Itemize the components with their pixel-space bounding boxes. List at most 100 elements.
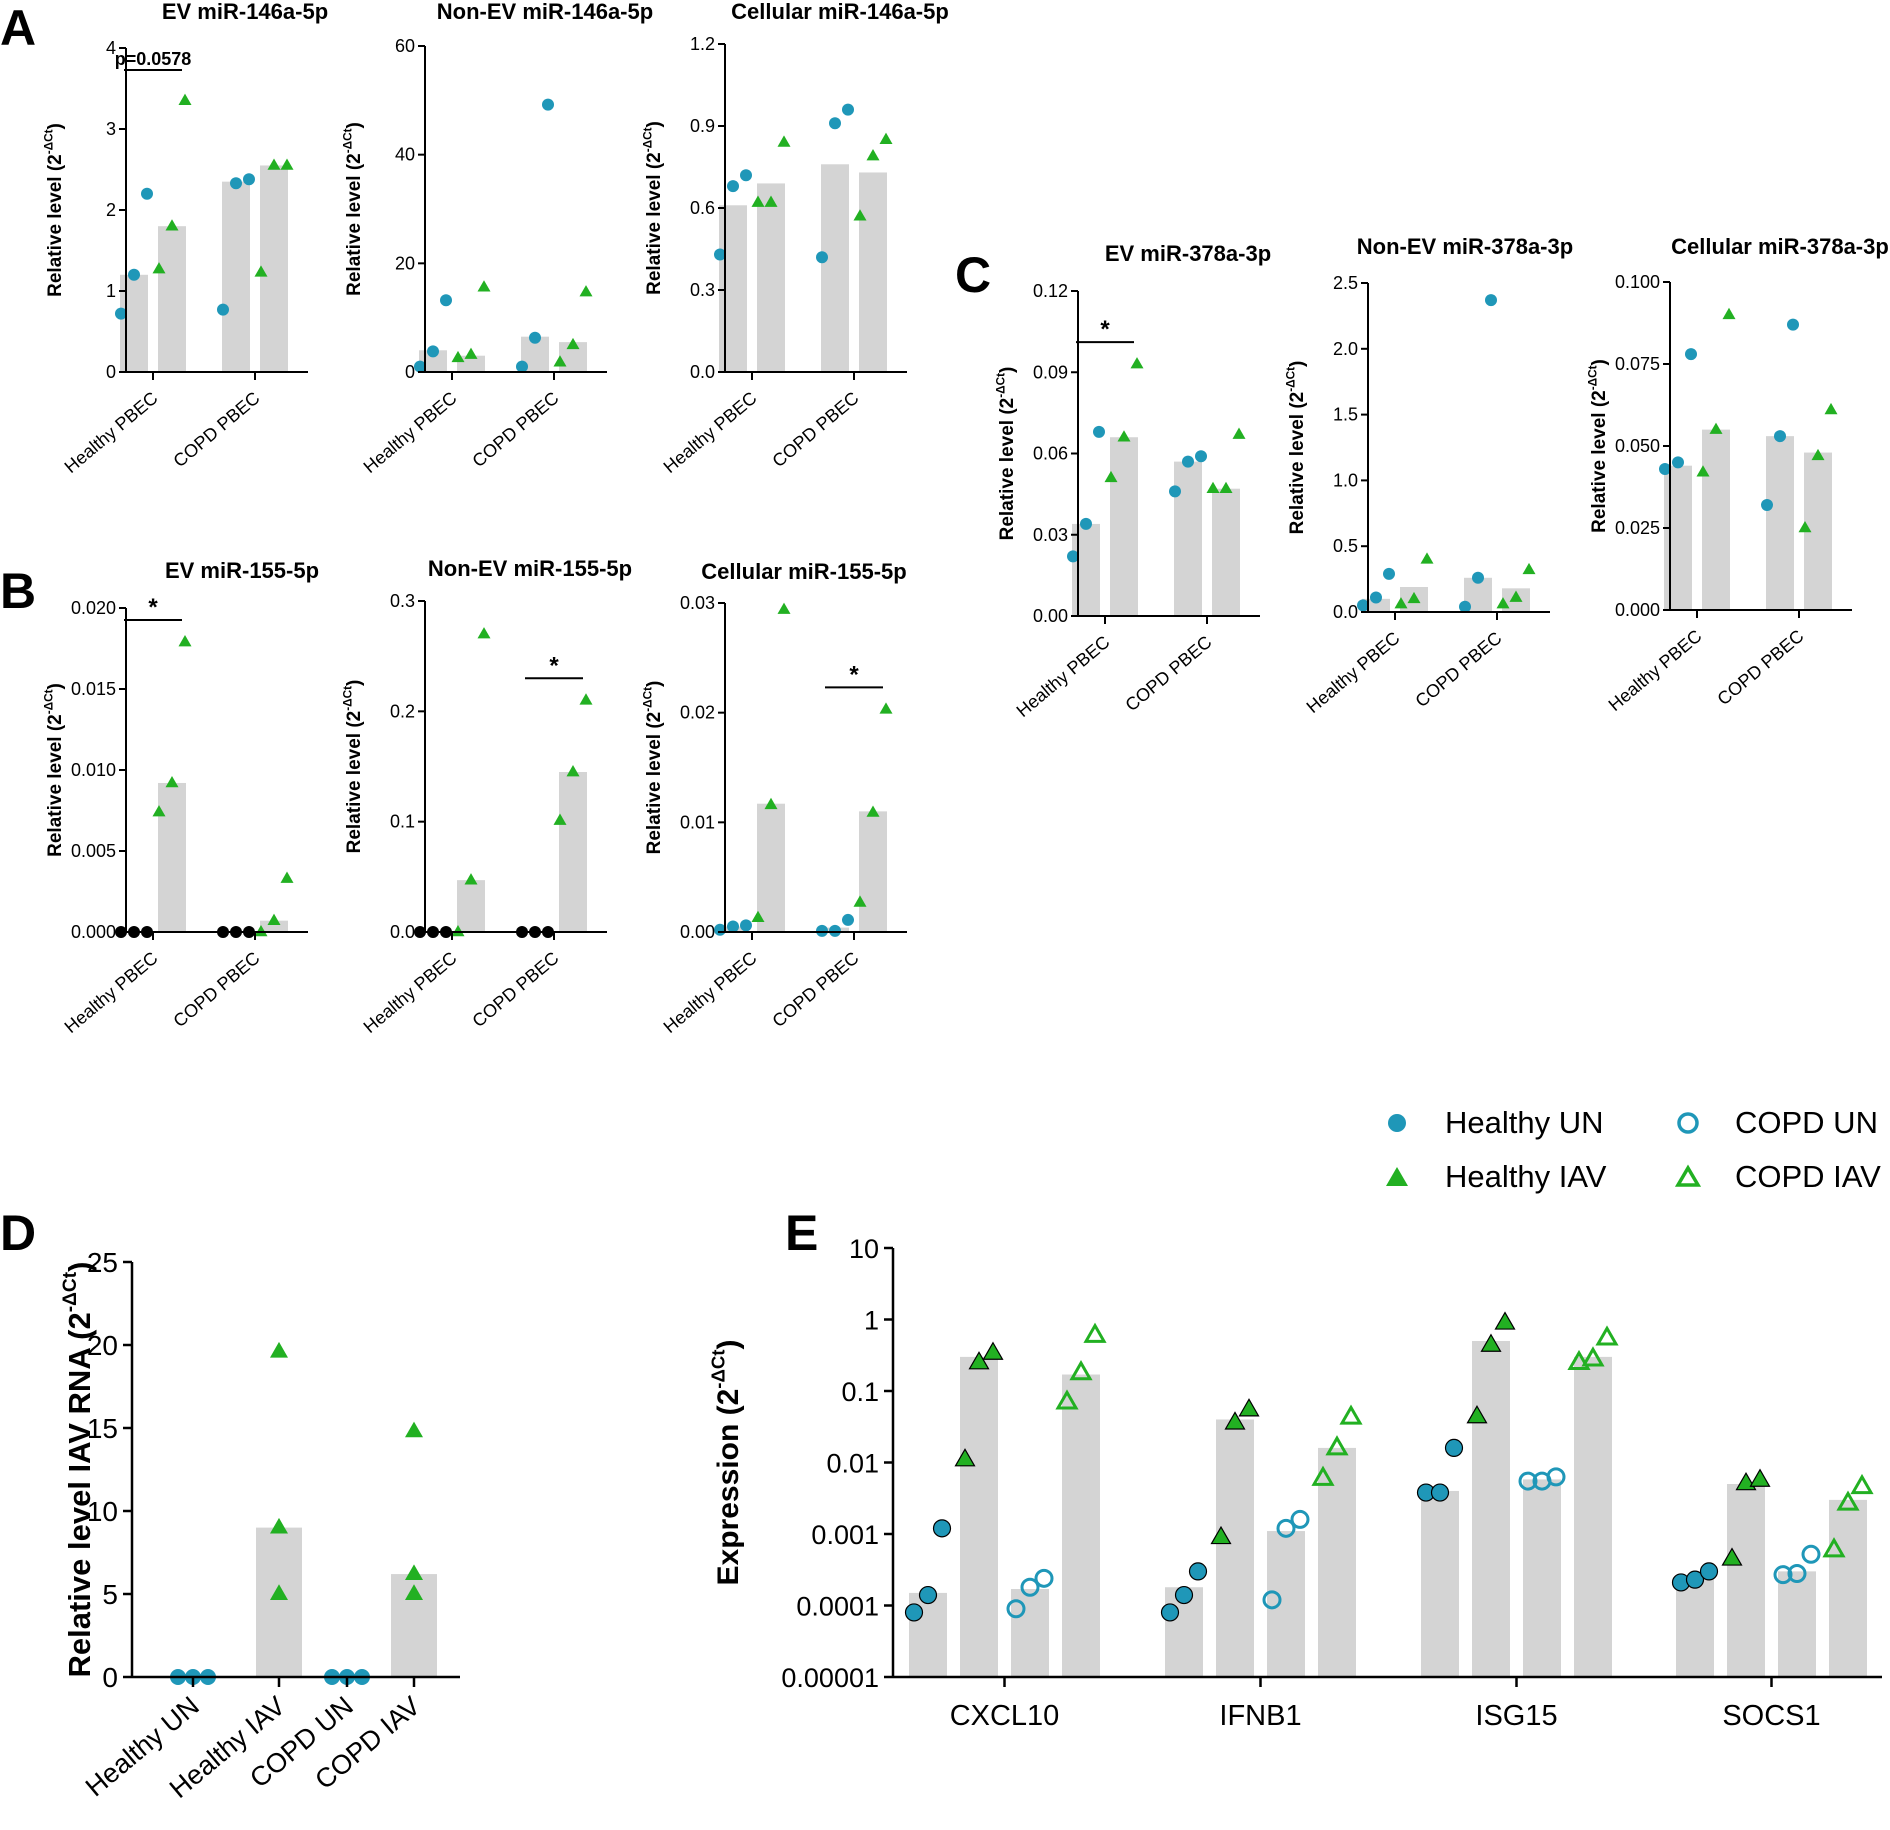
data-point-iav xyxy=(1104,470,1118,483)
data-point-un xyxy=(842,103,854,116)
bar-iav-healthy xyxy=(457,880,485,932)
bar-healthy-iav xyxy=(256,1527,302,1677)
data-point-iav xyxy=(152,805,166,817)
data-point-healthy-un xyxy=(1685,1570,1705,1589)
y-tick-label: 0.02 xyxy=(680,703,715,723)
data-point-un xyxy=(427,345,439,358)
bar-isg15-copd-un xyxy=(1523,1479,1561,1677)
data-point-copd-iav xyxy=(1083,1322,1107,1343)
y-tick-label: 1.5 xyxy=(1333,405,1358,425)
chart-title: Non-EV miR-378a-3p xyxy=(1357,234,1573,259)
panel-letter-d: D xyxy=(0,1205,36,1261)
y-axis-label: Relative level IAV RNA (2-ΔCt) xyxy=(60,1261,97,1677)
bar-isg15-healthy-iav xyxy=(1472,1341,1510,1677)
data-point-un xyxy=(1485,294,1497,307)
data-point-iav xyxy=(267,913,281,925)
data-point-iav xyxy=(566,765,580,777)
legend-marker-healthy-iav xyxy=(1386,1167,1408,1186)
y-axis-label-text: Relative level (2 xyxy=(45,714,66,857)
data-point-healthy-un xyxy=(1430,1483,1450,1502)
bar-socs1-copd-un xyxy=(1778,1571,1816,1677)
x-tick-label: COPD PBEC xyxy=(468,388,562,471)
data-point-un xyxy=(1169,485,1181,498)
y-tick-label: 1.0 xyxy=(1333,470,1358,490)
chart-title: Cellular miR-155-5p xyxy=(701,559,906,584)
y-axis-label-superscript: -ΔCt xyxy=(42,689,55,714)
legend-marker-copd-iav xyxy=(1674,1164,1702,1187)
data-point-un xyxy=(1080,517,1092,530)
data-point-iav xyxy=(764,195,778,207)
y-tick-label: 2.0 xyxy=(1333,339,1358,359)
data-point-copd-un xyxy=(1801,1544,1821,1564)
x-tick-label: Healthy PBEC xyxy=(61,948,162,1037)
y-axis-label-close: ) xyxy=(1589,359,1610,365)
data-point-un xyxy=(1659,462,1671,475)
data-point-iav xyxy=(1509,590,1523,602)
data-point-healthy-iav xyxy=(1494,1311,1516,1330)
data-point-un xyxy=(1672,456,1684,469)
y-axis-label-text: Relative level (2 xyxy=(344,711,365,854)
y-tick-label: 0.00001 xyxy=(781,1663,879,1693)
data-point-copd-un xyxy=(1290,1509,1310,1529)
x-tick-label: COPD PBEC xyxy=(169,948,263,1031)
data-point-copd-iav xyxy=(1069,1360,1093,1381)
y-axis-label: Relative level (2-ΔCt) xyxy=(641,681,665,855)
legend-label-healthy-un: Healthy UN xyxy=(1445,1105,1604,1140)
y-tick-label: 0.12 xyxy=(1033,281,1068,301)
data-point-iav xyxy=(464,873,478,885)
y-tick-label: 0.000 xyxy=(1615,600,1660,620)
data-point-un xyxy=(1459,600,1471,613)
data-point-copd-un xyxy=(1787,1564,1807,1584)
data-point-un xyxy=(829,924,841,937)
chart-6: Cellular miR-155-5p 0.00 0.01 0.02 0.03 Healt… xyxy=(641,559,907,1037)
data-point-healthy-iav xyxy=(1749,1468,1771,1487)
data-point-un xyxy=(1472,571,1484,584)
bar-un-healthy xyxy=(1072,523,1100,616)
data-point-copd-iav xyxy=(1822,1537,1846,1558)
y-tick-label: 0 xyxy=(102,1662,118,1693)
data-point-iav xyxy=(1709,422,1723,434)
bar-iav-healthy xyxy=(158,226,186,372)
y-axis-label-close: ) xyxy=(62,1261,97,1271)
data-point-iav xyxy=(1722,307,1736,320)
data-point-copd-un xyxy=(1006,1599,1026,1619)
y-axis-label-text: Relative level (2 xyxy=(644,152,665,295)
data-point-copd-un xyxy=(1276,1518,1296,1538)
bar-iav-copd xyxy=(260,165,288,372)
data-point-copd-un xyxy=(1518,1471,1538,1491)
y-tick-label: 10 xyxy=(87,1496,118,1527)
legend-label-copd-iav: COPD IAV xyxy=(1735,1159,1881,1194)
data-point-iav xyxy=(254,924,268,937)
data-point-iav xyxy=(853,209,867,221)
x-tick-label: COPD PBEC xyxy=(169,388,263,471)
bar-un-copd xyxy=(821,164,849,372)
data-point-un xyxy=(243,173,255,186)
data-point-un xyxy=(740,169,752,182)
data-point-un xyxy=(440,294,452,307)
data-point-iav xyxy=(405,1421,423,1438)
chart-7: EV miR-378a-3p 0.00 0.03 0.06 0.09 0.12 Health… xyxy=(994,241,1271,721)
y-tick-label: 0 xyxy=(405,362,415,382)
data-point-un xyxy=(1357,599,1369,612)
y-tick-label: 60 xyxy=(395,36,415,56)
panel-letter-c: C xyxy=(955,247,991,303)
y-tick-label: 0.00 xyxy=(1033,606,1068,626)
legend-marker-copd-un xyxy=(1677,1112,1699,1134)
bar-iav-copd xyxy=(559,772,587,932)
data-point-un xyxy=(727,920,739,933)
y-axis-label: Relative level (2-ΔCt) xyxy=(641,121,665,295)
data-point-iav xyxy=(451,350,465,363)
y-tick-label: 4 xyxy=(106,38,116,58)
data-point-iav xyxy=(1219,481,1233,494)
bar-isg15-healthy-un xyxy=(1421,1490,1459,1677)
y-tick-label: 20 xyxy=(87,1330,118,1361)
data-point-copd-un xyxy=(1773,1565,1793,1585)
chart-9: Cellular miR-378a-3p 0.000 0.025 0.050 0.075… xyxy=(1586,234,1888,715)
data-point-healthy-iav xyxy=(968,1351,990,1370)
y-axis-label-superscript: -ΔCt xyxy=(42,129,55,154)
data-point-healthy-un xyxy=(1699,1562,1719,1581)
chart-4: EV miR-155-5p 0.000 0.005 0.010 0.015 0.020 He… xyxy=(42,558,319,1037)
y-tick-label: 2 xyxy=(106,200,116,220)
data-point-iav xyxy=(280,871,294,883)
